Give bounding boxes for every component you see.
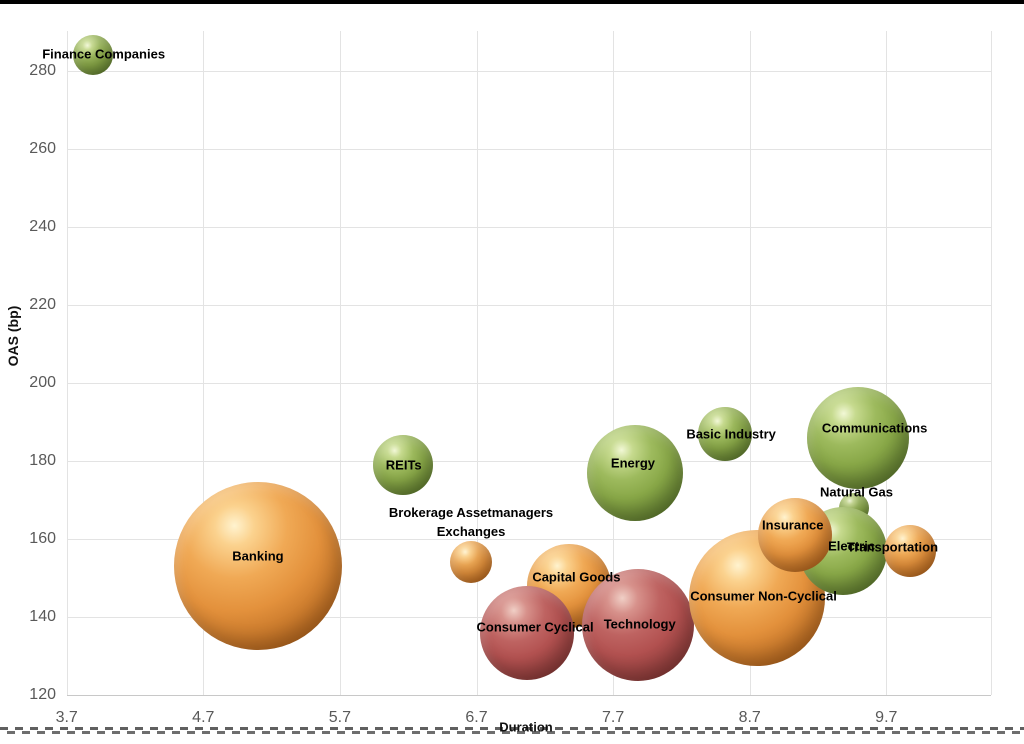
bubble-label-capital-goods: Capital Goods	[532, 569, 621, 585]
x-axis-title: Duration	[499, 719, 553, 735]
y-tick-label-200: 200	[29, 374, 56, 391]
y-tick-label-280: 280	[29, 62, 56, 79]
bubble-banking[interactable]	[173, 482, 342, 651]
x-tick-label-7.7: 7.7	[601, 709, 625, 726]
bubble-technology[interactable]	[581, 568, 694, 681]
gridline-y-240	[67, 227, 991, 228]
gridline-y-200	[67, 383, 991, 384]
bubble-label-consumer-cyclical: Consumer Cyclical	[476, 619, 594, 635]
bubble-communications[interactable]	[806, 386, 909, 489]
x-tick-label-8.7: 8.7	[738, 709, 761, 726]
bubble-label-brokerage-assetmanagers-exchanges: Brokerage Assetmanagers Exchanges	[388, 505, 554, 540]
bubble-finance-companies[interactable]	[72, 35, 113, 76]
gridline-x-8.7	[749, 31, 751, 695]
bubble-reits[interactable]	[372, 434, 433, 495]
gridline-x-4.7	[203, 31, 205, 695]
gridline-y-220	[67, 305, 991, 306]
gridline-y-260	[67, 149, 991, 150]
y-tick-label-220: 220	[29, 296, 56, 313]
x-tick-label-5.7: 5.7	[328, 709, 352, 726]
y-tick-label-260: 260	[29, 140, 56, 157]
bubble-brokerage-assetmanagers-exchanges[interactable]	[450, 541, 493, 584]
x-tick-label-6.7: 6.7	[465, 709, 488, 726]
bubble-transportation[interactable]	[883, 524, 936, 577]
bubble-label-electric: Electric	[828, 538, 876, 554]
y-tick-label-180: 180	[29, 452, 56, 469]
y-axis-title: OAS (bp)	[5, 305, 21, 367]
bubble-energy[interactable]	[586, 424, 683, 521]
gridline-y-280	[67, 71, 991, 72]
gridline-y-120	[67, 695, 991, 696]
bubble-basic-industry[interactable]	[698, 406, 753, 461]
bubble-label-insurance: Insurance	[762, 517, 824, 533]
bubble-label-reits: REITs	[385, 457, 422, 473]
bubble-label-technology: Technology	[603, 616, 676, 632]
gridline-x-7.7	[613, 31, 615, 695]
y-tick-label-120: 120	[29, 686, 56, 703]
gridline-x-9.7	[886, 31, 888, 695]
bubble-label-banking: Banking	[232, 548, 284, 564]
bubble-label-transportation: Transportation	[847, 539, 939, 555]
y-tick-label-240: 240	[29, 218, 56, 235]
gridline-y-180	[67, 461, 991, 462]
bubble-label-basic-industry: Basic Industry	[686, 426, 776, 442]
gridline-x-6.7	[476, 31, 478, 695]
bubble-label-consumer-non-cyclical: Consumer Non-Cyclical	[690, 588, 837, 603]
x-tick-label-9.7: 9.7	[875, 709, 898, 726]
gridline-y-160	[67, 539, 991, 540]
plot-right-border	[991, 31, 992, 695]
bubble-insurance[interactable]	[757, 498, 832, 573]
x-tick-label-4.7: 4.7	[192, 709, 215, 726]
bubble-label-finance-companies: Finance Companies	[42, 46, 166, 62]
top-border-bar	[0, 0, 1024, 4]
bubble-label-communications: Communications	[821, 420, 928, 436]
gridline-x-3.7	[66, 31, 68, 695]
bottom-dashed-line	[0, 727, 1024, 730]
bubble-label-natural-gas: Natural Gas	[820, 484, 894, 500]
bottom-dashed-line	[0, 731, 1024, 734]
bubble-label-energy: Energy	[610, 455, 655, 471]
y-tick-label-160: 160	[29, 530, 56, 547]
gridline-x-5.7	[339, 31, 341, 695]
bubble-consumer-cyclical[interactable]	[480, 585, 575, 680]
y-tick-label-140: 140	[29, 608, 56, 625]
x-tick-label-3.7: 3.7	[55, 709, 78, 726]
